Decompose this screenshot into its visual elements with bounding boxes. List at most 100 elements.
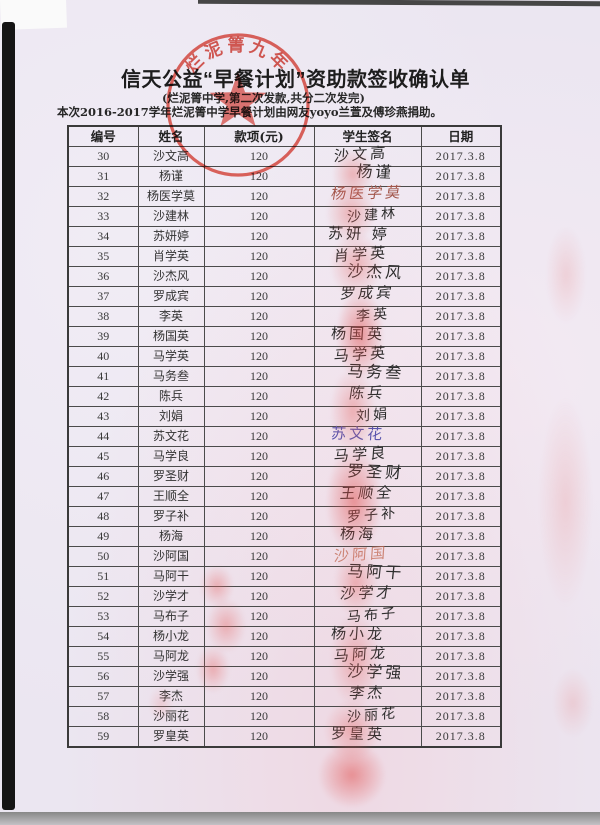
amount-cell: 120: [203, 666, 315, 687]
amount-cell: 120: [203, 586, 315, 607]
student-name-cell: 罗皇英: [137, 726, 205, 748]
row-number-cell: 31: [67, 166, 139, 187]
student-signature: 罗圣财: [346, 461, 406, 483]
student-name-cell: 李杰: [137, 686, 205, 707]
row-number-cell: 37: [67, 286, 139, 307]
date-cell: 2017.3.8: [420, 206, 502, 227]
date-cell: 2017.3.8: [420, 266, 502, 287]
student-name-cell: 杨医学莫: [137, 186, 205, 207]
signature-cell: 罗成宾: [313, 283, 422, 307]
red-fingerprint-smudge: [318, 742, 386, 808]
table-row: 54 杨小龙 120 杨小龙 2017.3.8: [67, 624, 502, 647]
row-number-cell: 48: [67, 506, 139, 527]
student-signature: 苏文花: [330, 424, 387, 444]
date-cell: 2017.3.8: [420, 366, 502, 387]
row-number-cell: 47: [67, 486, 139, 507]
header-signature: 学生签名: [313, 125, 422, 147]
signature-cell: 杨医学莫: [313, 183, 422, 207]
student-name-cell: 沙阿国: [137, 546, 205, 567]
amount-cell: 120: [203, 626, 315, 647]
student-name-cell: 杨国英: [137, 326, 205, 347]
table-row: 32 杨医学莫 120 杨医学莫 2017.3.8: [67, 183, 502, 207]
date-cell: 2017.3.8: [420, 646, 502, 667]
student-name-cell: 苏妍婷: [137, 226, 205, 247]
date-cell: 2017.3.8: [420, 706, 502, 727]
student-name-cell: 罗子补: [137, 506, 205, 527]
row-number-cell: 54: [67, 626, 139, 647]
amount-cell: 120: [203, 166, 315, 187]
student-signature: 李英: [355, 306, 390, 326]
table-row: 50 沙阿国 120 沙阿国 2017.3.8: [67, 543, 502, 567]
table-row: 33 沙建林 120 沙建林 2017.3.8: [67, 205, 502, 227]
student-signature: 杨国英: [330, 324, 387, 344]
date-cell: 2017.3.8: [420, 406, 502, 427]
amount-cell: 120: [203, 446, 315, 467]
student-signature: 马学英: [333, 343, 390, 366]
amount-cell: 120: [203, 426, 315, 447]
row-number-cell: 59: [67, 726, 139, 748]
table-header-row: 编号 姓名 款项(元) 学生签名 日期: [67, 125, 502, 147]
table-row: 35 肖学英 120 肖学英 2017.3.8: [67, 244, 502, 267]
student-signature: 苏妍 婷: [327, 224, 391, 244]
amount-cell: 120: [203, 326, 315, 347]
student-signature: 马阿干: [346, 561, 406, 583]
student-name-cell: 杨小龙: [137, 626, 205, 647]
table-row: 48 罗子补 120 罗子补 2017.3.8: [67, 505, 502, 527]
date-cell: 2017.3.8: [420, 546, 502, 567]
student-signature: 刘娟: [355, 406, 390, 426]
date-cell: 2017.3.8: [420, 486, 502, 507]
amount-cell: 120: [203, 466, 315, 487]
red-fingerprint-smudge: [552, 668, 594, 738]
student-name-cell: 刘娟: [137, 406, 205, 427]
signature-cell: 马布子: [313, 605, 422, 627]
signature-cell: 罗子补: [313, 505, 422, 527]
signature-cell: 罗皇英: [313, 724, 422, 748]
signature-cell: 苏妍 婷: [313, 224, 422, 247]
amount-cell: 120: [203, 286, 315, 307]
row-number-cell: 36: [67, 266, 139, 287]
student-signature: 沙建林: [346, 205, 399, 226]
student-signature: 马布子: [346, 605, 399, 626]
student-name-cell: 马学良: [137, 446, 205, 467]
row-number-cell: 40: [67, 346, 139, 367]
amount-cell: 120: [203, 146, 315, 167]
student-name-cell: 罗圣财: [137, 466, 205, 487]
date-cell: 2017.3.8: [420, 306, 502, 327]
header-date: 日期: [420, 125, 502, 147]
donation-intro-line: 本次2016-2017学年烂泥箐中学早餐计划由网友yoyo兰萱及傅珍燕捐助。: [57, 105, 442, 119]
student-signature: 李杰: [348, 683, 388, 703]
row-number-cell: 43: [67, 406, 139, 427]
student-signature: 杨医学莫: [330, 183, 406, 203]
signature-cell: 沙丽花: [313, 705, 422, 727]
student-name-cell: 沙丽花: [137, 706, 205, 727]
amount-cell: 120: [203, 606, 315, 627]
signature-cell: 李英: [313, 306, 422, 327]
header-number: 编号: [67, 125, 139, 147]
student-signature: 沙杰风: [346, 261, 406, 283]
signature-cell: 杨小龙: [313, 624, 422, 647]
row-number-cell: 51: [67, 566, 139, 587]
table-row: 45 马学良 120 马学良 2017.3.8: [67, 444, 502, 467]
table-row: 34 苏妍婷 120 苏妍 婷 2017.3.8: [67, 224, 502, 247]
table-row: 40 马学英 120 马学英 2017.3.8: [67, 343, 502, 367]
student-signature: 王顺全: [339, 483, 397, 503]
student-name-cell: 沙学才: [137, 586, 205, 607]
date-cell: 2017.3.8: [420, 666, 502, 687]
student-name-cell: 苏文花: [137, 426, 205, 447]
student-name-cell: 马布子: [137, 606, 205, 627]
student-signature: 沙阿国: [333, 543, 390, 566]
amount-cell: 120: [203, 506, 315, 527]
table-row: 46 罗圣财 120 罗圣财 2017.3.8: [67, 461, 502, 487]
student-signature: 罗皇英: [330, 724, 387, 744]
date-cell: 2017.3.8: [420, 466, 502, 487]
page-title: 信天公益“早餐计划”资助款签收确认单: [121, 69, 470, 91]
table-row: 49 杨海 120 杨海 2017.3.8: [67, 525, 502, 547]
row-number-cell: 46: [67, 466, 139, 487]
date-cell: 2017.3.8: [420, 226, 502, 247]
table-body: 30 沙文高 120 沙文高 2017.3.8 31 杨谨 120 杨谨 2017.3.8 32 杨医…: [67, 144, 502, 748]
table-row: 31 杨谨 120 杨谨 2017.3.8: [67, 162, 502, 187]
student-name-cell: 马阿干: [137, 566, 205, 587]
date-cell: 2017.3.8: [420, 146, 502, 167]
amount-cell: 120: [203, 526, 315, 547]
student-signature: 罗成宾: [339, 283, 397, 303]
